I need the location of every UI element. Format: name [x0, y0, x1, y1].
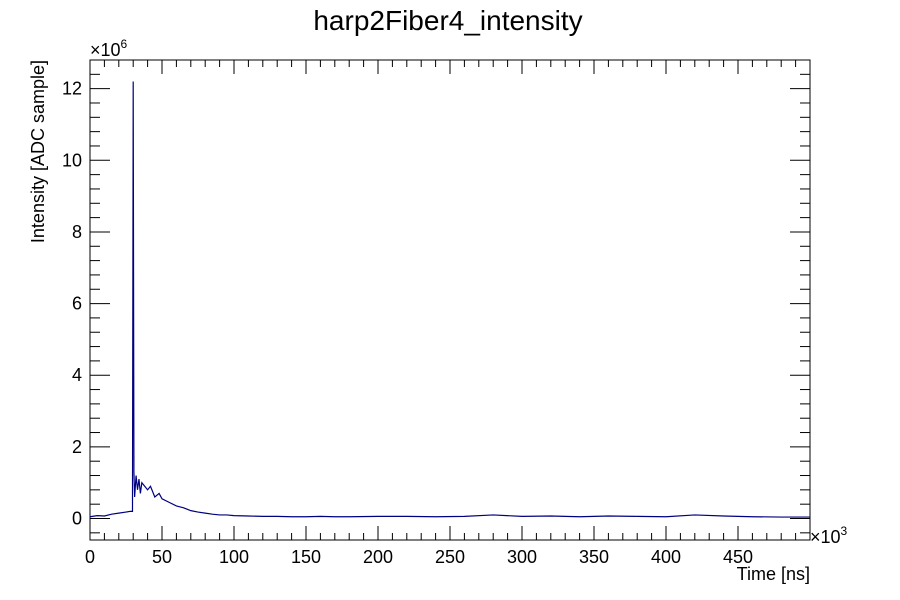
svg-text:×106: ×106	[90, 37, 128, 60]
y-tick-label: 0	[72, 509, 82, 529]
y-tick-label: 4	[72, 365, 82, 385]
y-multiplier-base: ×10	[90, 40, 121, 60]
y-tick-label: 8	[72, 222, 82, 242]
y-axis-tick-labels: 0 2 4 6 8 10 12	[62, 79, 82, 529]
x-tick-label: 400	[651, 547, 681, 567]
y-tick-label: 12	[62, 79, 82, 99]
x-axis-ticks	[89, 60, 811, 540]
x-tick-label: 50	[152, 547, 172, 567]
x-multiplier: ×103	[810, 524, 848, 547]
x-tick-label: 150	[291, 547, 321, 567]
y-tick-label: 6	[72, 294, 82, 314]
plot-frame	[89, 59, 811, 541]
x-tick-label: 200	[363, 547, 393, 567]
x-tick-label: 0	[85, 547, 95, 567]
y-multiplier-exponent: 6	[121, 37, 128, 51]
chart-title: harp2Fiber4_intensity	[313, 5, 582, 36]
x-tick-label: 100	[219, 547, 249, 567]
x-tick-label: 350	[579, 547, 609, 567]
y-multiplier: ×106	[90, 37, 128, 60]
x-tick-label: 450	[723, 547, 753, 567]
x-axis-label: Time [ns]	[737, 564, 810, 584]
x-multiplier-exponent: 3	[841, 524, 848, 538]
y-axis-ticks	[90, 59, 810, 534]
series-line	[89, 81, 810, 518]
y-tick-label: 2	[72, 437, 82, 457]
y-tick-label: 10	[62, 150, 82, 170]
x-axis-tick-labels: 0 50 100 150 200 250 300 350 400 450	[85, 547, 753, 567]
x-multiplier-base: ×10	[810, 527, 841, 547]
y-axis-label: Intensity [ADC sample]	[28, 60, 48, 243]
series-layer	[89, 81, 810, 518]
svg-text:×103: ×103	[810, 524, 848, 547]
x-tick-label: 300	[507, 547, 537, 567]
x-tick-label: 250	[435, 547, 465, 567]
